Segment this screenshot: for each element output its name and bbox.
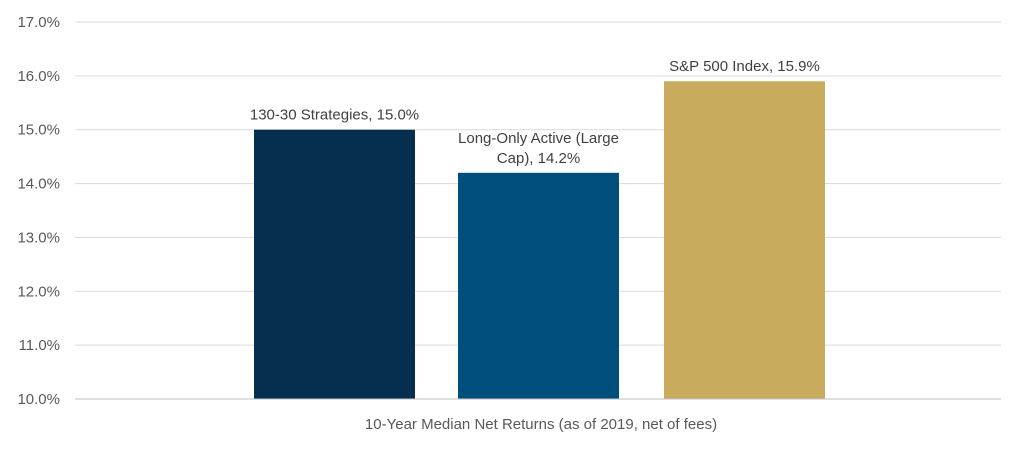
- y-tick-label: 15.0%: [17, 122, 60, 139]
- y-axis-tick-labels: 10.0% 11.0% 12.0% 13.0% 14.0% 15.0% 16.0% 17.0%: [17, 14, 60, 408]
- y-tick-label: 11.0%: [19, 337, 60, 354]
- data-labels: 130-30 Strategies, 15.0% Long-Only Active…: [250, 58, 820, 167]
- bars: [254, 81, 825, 399]
- y-tick-label: 14.0%: [17, 176, 60, 193]
- y-tick-label: 13.0%: [17, 229, 60, 246]
- bar: [664, 81, 825, 399]
- data-label: Long-Only Active (Large: [458, 130, 619, 147]
- data-label: S&P 500 Index, 15.9%: [669, 58, 820, 75]
- data-label: 130-30 Strategies, 15.0%: [250, 107, 419, 124]
- x-axis-label: 10-Year Median Net Returns (as of 2019, …: [365, 416, 717, 433]
- data-label: Cap), 14.2%: [497, 150, 580, 167]
- y-tick-label: 12.0%: [17, 283, 60, 300]
- y-tick-label: 10.0%: [17, 391, 60, 408]
- bar: [458, 172, 619, 399]
- y-tick-label: 17.0%: [17, 14, 60, 31]
- y-tick-label: 16.0%: [17, 68, 60, 85]
- bar: [254, 129, 415, 399]
